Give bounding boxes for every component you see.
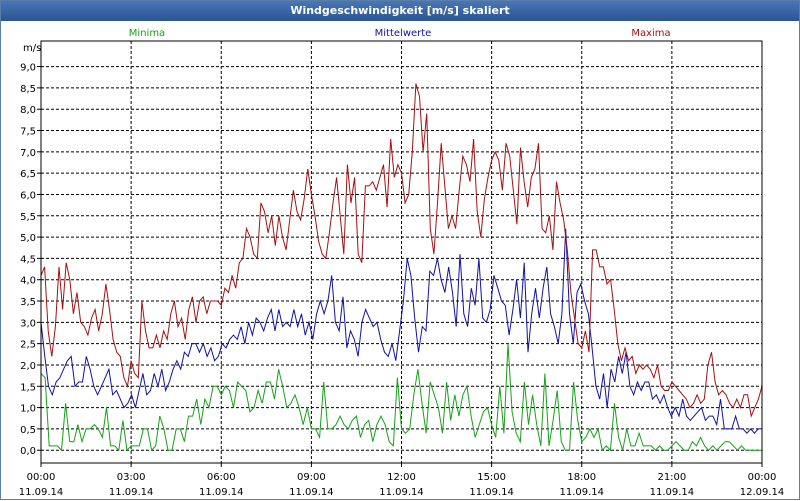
plot-frame [40,40,763,464]
y-tick-label: 8,0 [20,105,36,116]
y-tick-label: 7,5 [20,127,36,138]
x-tick-time-label: 03:00 [117,472,146,483]
series-lines [40,83,763,452]
x-tick-date-label: 11.09.14 [559,487,604,498]
x-tick-date-label: 11.09.14 [19,487,64,498]
y-axis-unit-label: m/s [23,43,41,54]
legend-maxima: Maxima [631,28,670,39]
x-tick-date-label: 12.09.14 [740,487,785,498]
x-tick-date-label: 11.09.14 [289,487,334,498]
x-tick-time-label: 21:00 [657,472,686,483]
legend-minima: Minima [129,28,165,39]
chart-title: Windgeschwindigkeit [m/s] skaliert [1,1,799,21]
x-tick-date-label: 11.09.14 [379,487,424,498]
x-tick-date-label: 11.09.14 [650,487,695,498]
x-tick-date-label: 11.09.14 [199,487,244,498]
legend-mittelwerte: Mittelwerte [375,28,432,39]
x-tick-time-label: 15:00 [477,472,506,483]
y-tick-label: 2,0 [20,361,36,372]
y-tick-label: 2,5 [20,340,36,351]
x-tick-time-label: 06:00 [207,472,236,483]
y-tick-label: 0,0 [20,446,36,457]
x-tick-date-label: 11.09.14 [469,487,514,498]
y-tick-label: 0,5 [20,425,36,436]
x-tick-time-label: 00:00 [748,472,777,483]
y-tick-label: 5,0 [20,233,36,244]
y-tick-label: 5,5 [20,212,36,223]
series-line-mittelwerte [40,228,762,434]
y-tick-label: 4,0 [20,276,36,287]
y-tick-label: 1,5 [20,382,36,393]
y-tick-label: 6,5 [20,169,36,180]
y-tick-label: 4,5 [20,254,36,265]
y-tick-label: 7,0 [20,148,36,159]
x-tick-time-label: 12:00 [387,472,416,483]
series-line-minima [40,343,762,452]
x-tick-time-label: 09:00 [297,472,326,483]
y-tick-label: 9,0 [20,63,36,74]
y-tick-label: 8,5 [20,84,36,95]
x-tick-time-label: 00:00 [27,472,56,483]
y-tick-label: 6,0 [20,190,36,201]
y-tick-label: 3,0 [20,318,36,329]
y-tick-label: 3,5 [20,297,36,308]
series-line-maxima [40,83,763,418]
axis-labels: 9,0 8,5 8,0 7,5 7,0 6,5 6,0 5,5 5,0 4,5 4,0 3,5 3,0 2… [19,63,785,498]
x-tick-time-label: 18:00 [567,472,596,483]
y-tick-label: 1,0 [20,404,36,415]
x-tick-date-label: 11.09.14 [109,487,154,498]
